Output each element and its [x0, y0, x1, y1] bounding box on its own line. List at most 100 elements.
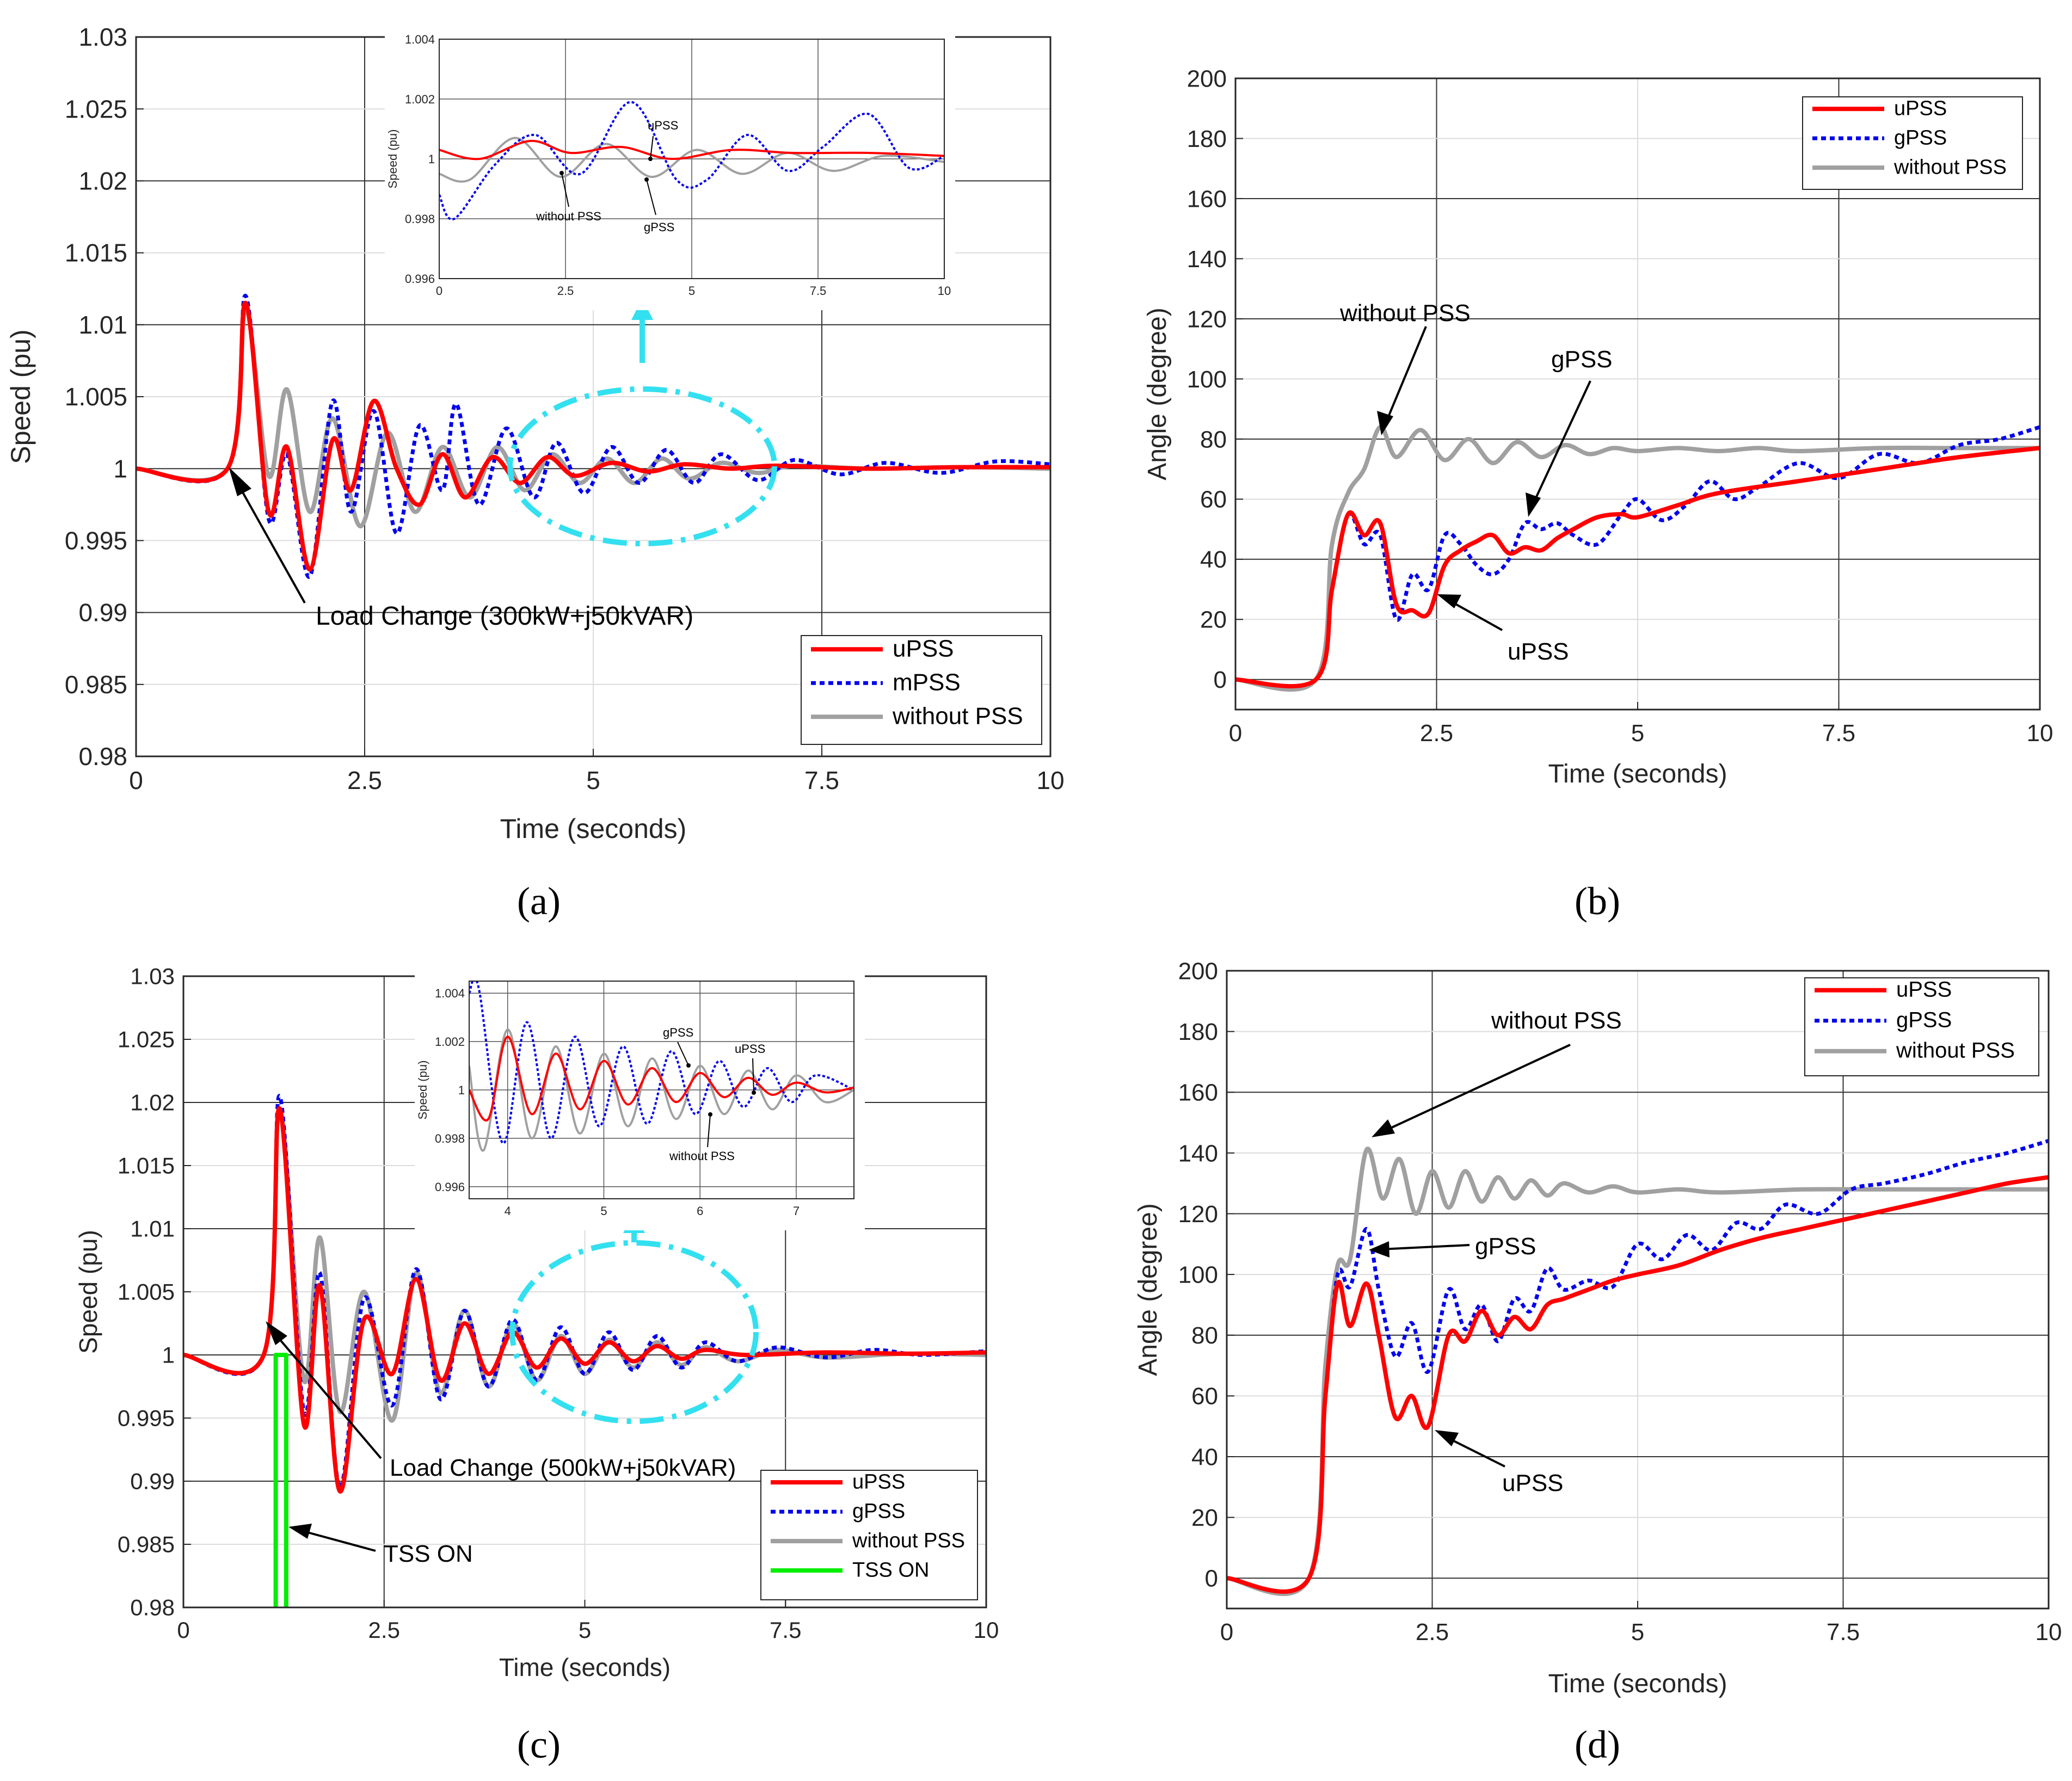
legend-label: gPSS: [852, 1500, 905, 1523]
legend-label: gPSS: [1894, 126, 1947, 149]
legend-label: uPSS: [852, 1470, 905, 1493]
inset-annotation-arrowhead: [644, 177, 649, 182]
y-axis-label: Speed (pu): [74, 1230, 102, 1354]
inset-annotation-label: gPSS: [663, 1026, 693, 1039]
series-line-tss-on: [273, 1353, 288, 1607]
x-tick-label: 10: [2036, 1619, 2062, 1646]
y-tick-label: 0.98: [130, 1595, 175, 1620]
without-pss-arrow: [1382, 1044, 1571, 1133]
x-tick-label: 10: [974, 1617, 999, 1643]
upss-arrowhead: [1435, 1430, 1459, 1446]
without-pss-arrowhead: [1377, 411, 1393, 435]
legend-box: [1802, 96, 2023, 190]
x-tick-label: 7.5: [770, 1617, 801, 1643]
tss-arrow: [299, 1529, 376, 1552]
panel-d-annotations: without PSS gPSS uPSS: [1369, 1007, 1622, 1496]
x-tick-label: 2.5: [1416, 1619, 1449, 1646]
y-tick-label: 1.015: [65, 239, 127, 267]
gpss-arrow: [1531, 380, 1591, 507]
y-tick-label: 180: [1187, 126, 1227, 152]
load-change-arrowhead: [266, 1321, 287, 1345]
inset-y-tick-label: 0.998: [405, 212, 435, 226]
y-tick-label: 20: [1191, 1505, 1218, 1531]
legend-label: without PSS: [892, 702, 1023, 729]
inset-annotation-arrow: [650, 135, 654, 159]
legend-label: mPSS: [893, 669, 961, 695]
legend-box: [1804, 977, 2039, 1076]
load-change-arrow: [271, 1329, 382, 1459]
x-tick-label: 10: [1036, 766, 1064, 794]
inset-y-tick-label: 0.996: [435, 1180, 465, 1194]
y-tick-label: 0.995: [118, 1406, 175, 1431]
legend-label: uPSS: [1894, 97, 1947, 120]
inset-annotation-arrowhead: [648, 157, 653, 161]
y-tick-label: 1.005: [118, 1279, 175, 1305]
inset-x-tick-label: 6: [697, 1204, 703, 1218]
inset-annotation-label: without PSS: [536, 209, 601, 223]
y-tick-label: 1.005: [65, 383, 127, 411]
inset-annotation-label: without PSS: [669, 1149, 735, 1163]
y-tick-label: 40: [1191, 1444, 1218, 1470]
without-pss-arrow: [1384, 326, 1427, 425]
y-axis-label: Speed (pu): [5, 329, 36, 464]
inset-annotation-arrow: [707, 1114, 711, 1148]
y-tick-label: 100: [1178, 1261, 1218, 1288]
tss-arrowhead: [288, 1524, 312, 1539]
inset-y-tick-label: 1: [428, 152, 435, 166]
y-tick-label: 0.985: [65, 670, 127, 699]
legend-label: without PSS: [1896, 1039, 2015, 1063]
y-tick-label: 1.01: [130, 1216, 175, 1242]
upss-arrowhead: [1437, 594, 1461, 608]
panel-a-speed-chart: 0 2.5 5 7.5 100.980.9850.990.99511.0051.011.…: [5, 23, 1065, 923]
y-tick-label: 20: [1200, 607, 1227, 633]
series-line-upss: [1235, 446, 2040, 689]
panel-caption: (a): [517, 879, 561, 923]
y-tick-label: 0.99: [78, 599, 127, 627]
y-tick-label: 180: [1178, 1019, 1218, 1045]
upss-label: uPSS: [1508, 638, 1569, 665]
series-group: [1235, 424, 2040, 692]
y-tick-label: 160: [1178, 1080, 1218, 1106]
series-line-upss: [1227, 1175, 2049, 1594]
inset-series-without-pss: [469, 1028, 854, 1152]
inset-annotation-arrow: [646, 179, 656, 215]
y-tick-label: 0.995: [65, 527, 127, 555]
inset-annotation-arrowhead: [752, 1090, 756, 1095]
y-tick-label: 1.025: [65, 95, 127, 123]
inset-y-tick-label: 0.996: [405, 272, 435, 286]
y-tick-label: 140: [1178, 1140, 1218, 1167]
inset-x-tick-label: 2.5: [557, 284, 574, 298]
series-group: [136, 294, 1050, 579]
x-axis-label: Time (seconds): [1548, 1669, 1727, 1698]
y-tick-label: 1.015: [118, 1153, 175, 1179]
series-line-gpss: [183, 1094, 986, 1490]
inset-y-tick-label: 1: [458, 1083, 465, 1097]
inset-x-tick-label: 10: [938, 284, 951, 298]
series-line-gpss: [1235, 425, 2040, 688]
x-axis-label: Time (seconds): [500, 814, 687, 844]
x-tick-label: 5: [586, 766, 600, 794]
y-tick-label: 0.98: [78, 742, 127, 771]
panel-b-annotations: without PSS gPSS uPSS: [1339, 300, 1613, 665]
x-tick-label: 2.5: [368, 1617, 400, 1643]
without-pss-arrowhead: [1372, 1119, 1395, 1137]
y-tick-label: 1.01: [78, 311, 127, 339]
series-line-upss: [136, 301, 1050, 572]
y-tick-label: 1.03: [130, 964, 175, 989]
inset-series-without-pss: [439, 137, 944, 183]
y-tick-label: 0: [1214, 667, 1227, 693]
inset-series-upss: [469, 1036, 854, 1122]
y-tick-label: 0.99: [130, 1469, 175, 1494]
y-tick-label: 140: [1187, 246, 1227, 273]
without-pss-label: without PSS: [1491, 1007, 1622, 1034]
x-tick-label: 7.5: [1827, 1619, 1860, 1646]
panel-caption: (c): [517, 1723, 561, 1766]
legend-label: uPSS: [893, 635, 954, 662]
panel-caption: (b): [1575, 879, 1620, 923]
inset-annotation-arrowhead: [686, 1063, 691, 1068]
legend-box: [760, 1470, 978, 1600]
x-tick-label: 10: [2027, 720, 2053, 747]
y-tick-label: 60: [1191, 1383, 1218, 1410]
axes-frame: [1226, 970, 2050, 1610]
